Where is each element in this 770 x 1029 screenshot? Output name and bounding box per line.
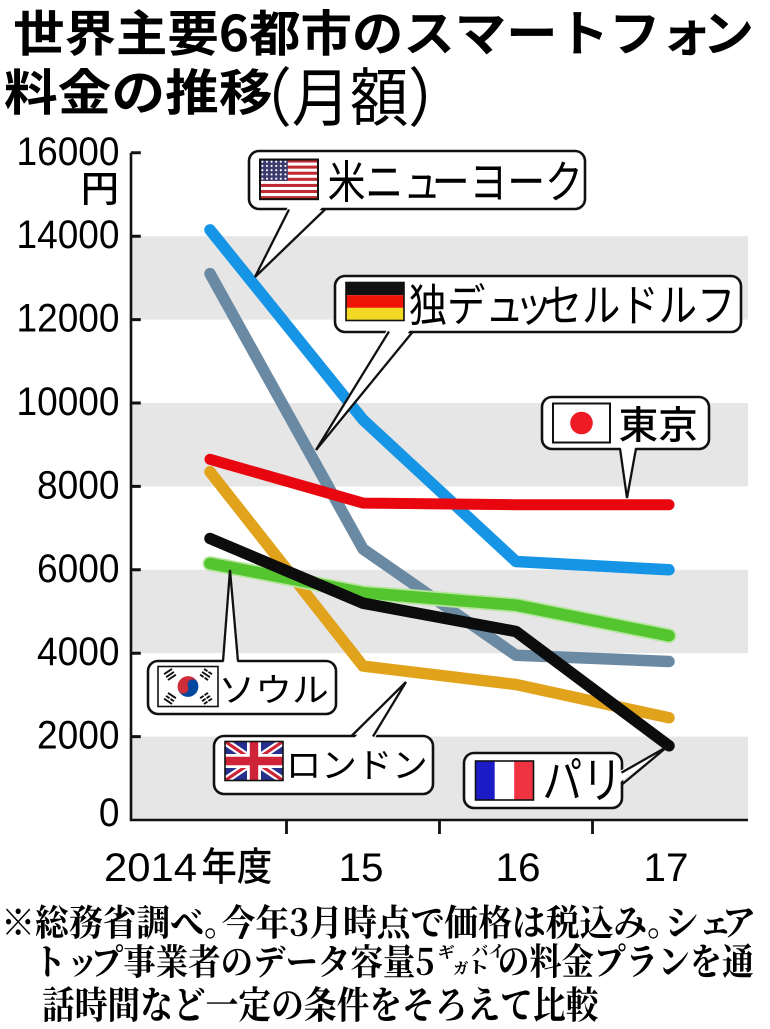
svg-text:6000: 6000 (37, 547, 120, 591)
svg-text:0: 0 (99, 791, 120, 835)
svg-text:16: 16 (496, 846, 541, 890)
svg-text:8000: 8000 (37, 463, 120, 507)
svg-text:12000: 12000 (17, 297, 120, 341)
svg-text:17: 17 (644, 846, 689, 890)
svg-text:15: 15 (339, 846, 384, 890)
svg-text:10000: 10000 (17, 380, 120, 424)
svg-text:2000: 2000 (37, 714, 120, 758)
svg-text:2014: 2014 (104, 846, 197, 890)
svg-text:4000: 4000 (37, 630, 120, 674)
svg-text:16000: 16000 (17, 130, 120, 174)
svg-text:14000: 14000 (17, 213, 120, 257)
